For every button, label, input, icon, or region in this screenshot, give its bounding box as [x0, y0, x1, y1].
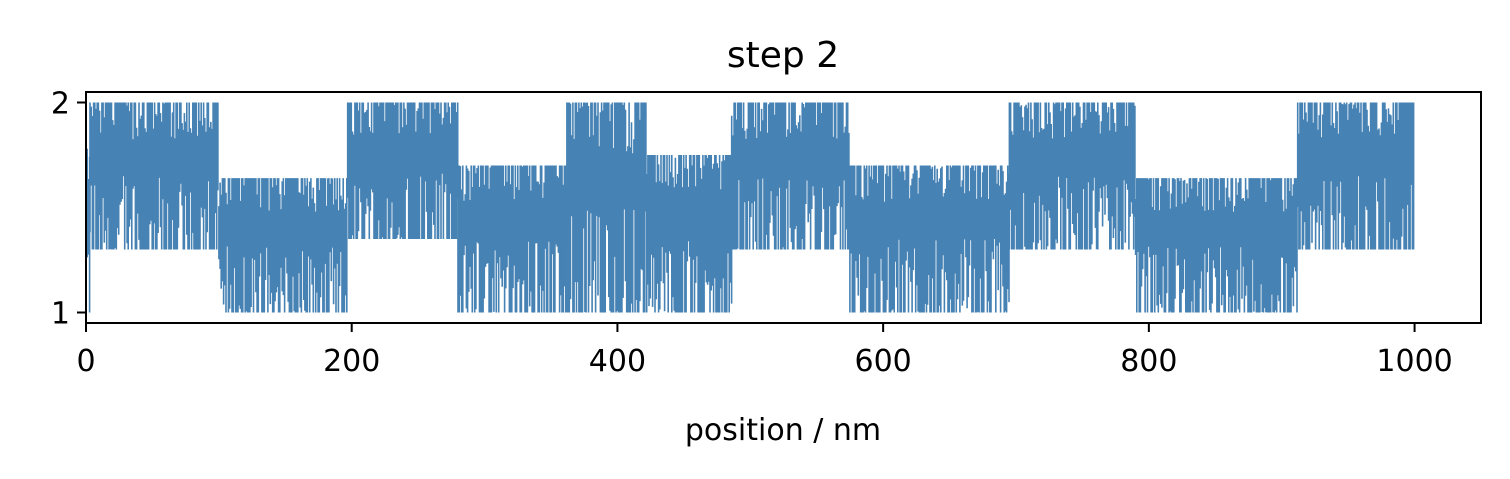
- chart-title: step 2: [727, 35, 839, 76]
- series-segment: [1134, 178, 1298, 313]
- x-tick-label: 600: [855, 344, 912, 379]
- series-line: [457, 165, 568, 313]
- series-line: [89, 102, 219, 250]
- series-segment: [218, 178, 348, 313]
- y-axis: 12: [51, 87, 86, 332]
- series-segment: [346, 102, 459, 239]
- series-segment: [645, 155, 733, 313]
- series-segment: [1008, 102, 1136, 250]
- series-line: [566, 102, 647, 313]
- series-segment: [89, 102, 219, 250]
- x-tick-label: 400: [589, 344, 646, 379]
- plot-frame: [85, 91, 1482, 324]
- series-line: [645, 155, 733, 313]
- plot-area: [85, 102, 1415, 313]
- series-line: [730, 102, 850, 250]
- series-line: [849, 165, 1010, 313]
- y-tick-label: 1: [51, 297, 70, 332]
- series-segment: [730, 102, 850, 250]
- x-tick-label: 200: [323, 344, 380, 379]
- series-line: [1134, 178, 1298, 313]
- series-line: [218, 178, 348, 313]
- series-line: [1008, 102, 1136, 250]
- x-axis-label: position / nm: [685, 413, 881, 448]
- series-line: [1296, 102, 1415, 250]
- series-line: [346, 102, 459, 239]
- series-segment: [1296, 102, 1415, 250]
- series-segment: [849, 165, 1010, 313]
- x-tick-label: 1000: [1376, 344, 1452, 379]
- series-segment: [457, 165, 568, 313]
- series-segment: [566, 102, 647, 313]
- x-tick-label: 800: [1120, 344, 1177, 379]
- x-tick-label: 0: [76, 344, 95, 379]
- x-axis: 0 200 400 600 800 1000: [76, 323, 1453, 379]
- y-tick-label: 2: [51, 87, 70, 122]
